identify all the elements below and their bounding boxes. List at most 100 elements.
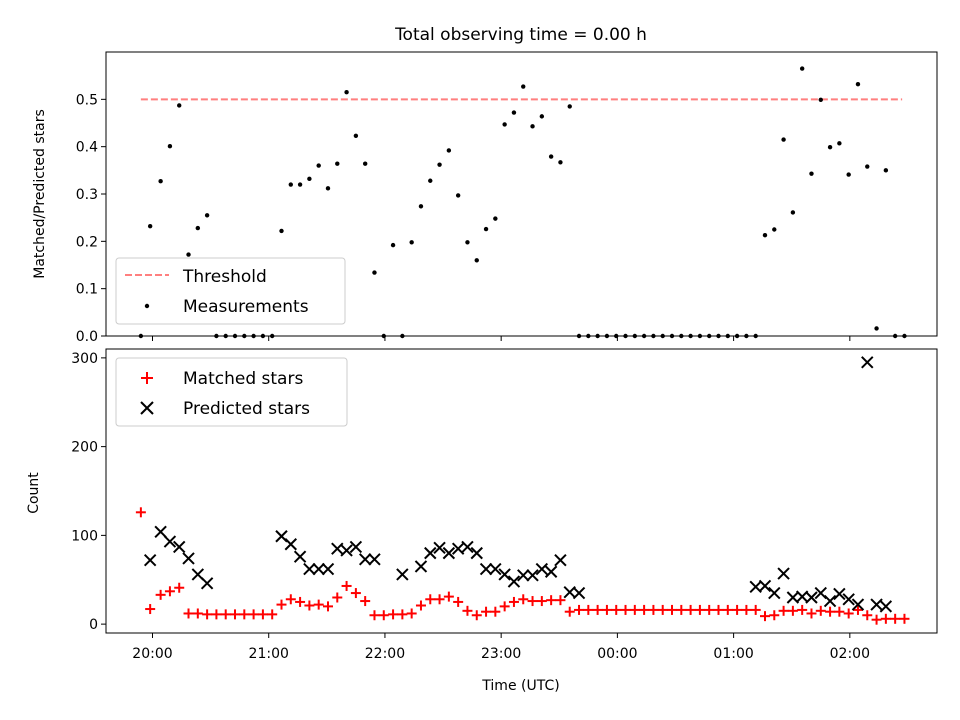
bottom-x-tick-label: 21:00 (249, 646, 289, 662)
measurement-point (325, 186, 331, 191)
matched-star-point (564, 606, 575, 617)
bottom-x-tick-label: 23:00 (481, 646, 521, 662)
top-y-tick-label: 0.3 (76, 187, 98, 203)
measurement-point (335, 161, 340, 166)
matched-star-point (880, 613, 891, 624)
predicted-star-point (768, 586, 781, 600)
measurement-point (530, 124, 535, 129)
predicted-star-point (293, 550, 307, 563)
matched-star-point (174, 582, 185, 593)
measurement-point (511, 110, 517, 115)
matched-star-point (778, 605, 789, 616)
measurement-point (483, 226, 489, 232)
matched-star-point (704, 604, 715, 615)
matched-star-point (443, 591, 454, 602)
bottom-axes-frame (105, 348, 938, 634)
predicted-star-point (489, 562, 502, 576)
matched-star-point (787, 605, 798, 616)
top-panel: Total observing time = 0.00 h Matched/Pr… (32, 25, 938, 345)
matched-star-point (322, 601, 333, 612)
matched-star-point (685, 604, 696, 615)
matched-star-point (667, 604, 678, 615)
predicted-star-point (879, 600, 893, 613)
predicted-star-point (861, 356, 874, 369)
measurement-point (167, 143, 173, 149)
matched-star-point (527, 596, 538, 607)
measurement-points (138, 66, 907, 339)
measurement-point (855, 81, 861, 87)
matched-star-point (341, 580, 352, 591)
predicted-star-point (870, 598, 883, 611)
predicted-star-point (312, 562, 325, 576)
predicted-star-point (340, 544, 353, 557)
measurement-point (790, 210, 796, 215)
measurement-point (288, 182, 293, 187)
matched-stars-points (135, 507, 910, 625)
top-title: Total observing time = 0.00 h (394, 25, 647, 45)
predicted-star-point (777, 567, 790, 580)
predicted-star-point (163, 535, 177, 548)
measurement-point (297, 182, 303, 187)
legend-predicted-swatch (140, 401, 154, 415)
matched-star-point (546, 595, 557, 606)
predicted-star-point (424, 546, 437, 560)
measurement-point (147, 223, 153, 229)
matched-star-point (750, 604, 761, 615)
predicted-star-point (479, 562, 493, 576)
matched-star-point (304, 600, 315, 611)
matched-star-point (415, 600, 426, 611)
measurement-point (781, 137, 786, 142)
bottom-x-tick-label: 02:00 (830, 646, 870, 662)
matched-star-point (295, 596, 306, 607)
matched-star-point (555, 595, 566, 606)
matched-star-point (508, 596, 519, 607)
bottom-xlabel: Time (UTC) (481, 678, 559, 694)
measurement-point (799, 66, 805, 71)
measurement-point (409, 240, 414, 245)
matched-star-point (192, 608, 203, 619)
bottom-y-tick-label: 0 (89, 617, 98, 633)
legend-measurements-label: Measurements (183, 297, 309, 317)
bottom-y-tick-label: 200 (71, 440, 98, 456)
top-y-axis: 0.0 0.1 0.2 0.3 0.4 0.5 (76, 92, 106, 345)
matched-star-point (676, 604, 687, 615)
matched-star-point (815, 605, 826, 616)
predicted-star-point (805, 591, 818, 604)
measurement-point (455, 193, 461, 198)
matched-star-point (257, 609, 268, 620)
measurement-point (418, 204, 424, 209)
matched-star-point (211, 609, 222, 620)
matched-star-point (852, 604, 863, 615)
measurement-point (344, 90, 349, 95)
bottom-x-axis: 20:00 21:00 22:00 23:00 00:00 01:00 02:00 (132, 633, 870, 662)
top-legend-box (115, 257, 346, 325)
matched-star-point (759, 611, 770, 622)
top-axes-frame (105, 51, 938, 337)
measurement-point (558, 160, 563, 165)
matched-star-point (657, 604, 668, 615)
matched-star-point (350, 588, 361, 599)
matched-star-point (601, 604, 612, 615)
predicted-star-point (517, 569, 530, 582)
matched-star-point (843, 608, 854, 619)
predicted-star-point (396, 568, 409, 581)
bottom-x-tick-label: 01:00 (713, 646, 753, 662)
predicted-star-point (303, 562, 316, 576)
predicted-stars-points (143, 356, 893, 613)
measurement-point (279, 228, 284, 234)
predicted-star-point (173, 540, 186, 554)
matched-star-point (369, 610, 380, 621)
matched-star-point (648, 604, 659, 615)
measurement-point (502, 122, 507, 127)
matched-star-point (639, 604, 650, 615)
measurement-point (762, 232, 768, 238)
matched-star-point (583, 604, 594, 615)
matched-star-point (285, 594, 296, 605)
matched-star-point (806, 608, 817, 619)
measurement-point (177, 103, 182, 108)
predicted-star-point (498, 568, 511, 581)
bottom-x-tick-label: 20:00 (132, 646, 172, 662)
matched-star-point (267, 609, 278, 620)
legend-measurements-swatch (144, 303, 150, 309)
